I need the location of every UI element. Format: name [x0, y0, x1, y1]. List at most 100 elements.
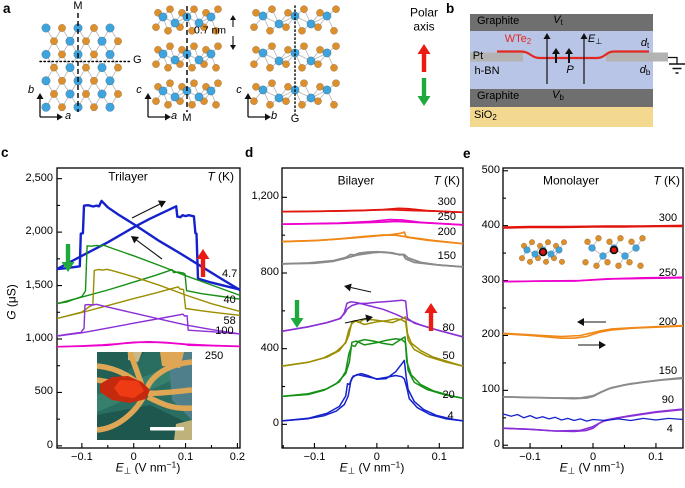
curve-e-300K [502, 224, 684, 229]
wte2-label: WTe2 [504, 32, 532, 46]
curve-d-200K [281, 234, 464, 245]
xtick-c-0: 0 [130, 451, 137, 463]
temp-label-c-4.7: 4.7 [221, 268, 238, 281]
ground-wire [668, 56, 678, 64]
curve-d-300K [281, 207, 464, 214]
polarization-up-arrow [424, 303, 438, 331]
polar-axis-label-line1: Polar [409, 5, 439, 20]
temp-label-e-4: 4 [666, 423, 673, 436]
temp-label-d-4: 4 [447, 410, 454, 423]
polar-axis-label-line2: axis [413, 19, 435, 34]
curve-d-20K [281, 336, 464, 399]
scale-bar [150, 427, 184, 431]
curve-d-4K [281, 374, 464, 422]
plot-c-inset-micrograph [97, 352, 192, 440]
layer-spacing-label: 0.7 nm [193, 24, 227, 37]
curve-c-100K [56, 303, 241, 337]
temp-label-d-200: 200 [437, 226, 456, 239]
xtick-c-0.2: 0.2 [229, 451, 246, 463]
ytick-d-1200: 1,200 [251, 190, 279, 203]
plot-d-legend-title: T (K) [433, 173, 460, 188]
temp-label-c-40: 40 [223, 294, 236, 307]
polarization-up-arrow [417, 44, 431, 72]
ytick-d-0: 0 [272, 417, 279, 430]
panel-letter-a: a [3, 1, 11, 16]
plot-e-xaxis-label: E⊥ (V nm−1) [559, 459, 625, 476]
temp-label-e-300: 300 [658, 212, 678, 225]
ytick-e-200: 200 [481, 328, 500, 341]
pt-electrode-left [470, 52, 523, 62]
polarization-down-arrow [290, 300, 304, 328]
axis-c-label-2: c [136, 84, 142, 97]
layer-graphite-bottom [470, 89, 653, 107]
xtick-e-0: 0 [589, 451, 597, 463]
panel-a-crystal-structures [36, 5, 431, 121]
panel-letter-e: e [463, 146, 471, 161]
temp-label-e-250: 250 [658, 267, 678, 280]
xtick-d-0: 0 [373, 451, 380, 463]
ytick-c-1500: 1,500 [25, 278, 53, 291]
curve-d-4K [281, 359, 464, 422]
curve-d-150K [281, 251, 464, 268]
mirror-plane-label-2: M [182, 112, 192, 125]
ytick-e-100: 100 [481, 383, 500, 396]
pt-electrode-right [606, 52, 668, 62]
polarization-down-arrow [61, 244, 75, 272]
ytick-e-300: 300 [481, 273, 500, 286]
xtick-d-0.1: 0.1 [431, 451, 447, 463]
ytick-e-0: 0 [493, 438, 500, 451]
plot-frame-c [56, 167, 241, 449]
plot-d-title: Bilayer [337, 173, 375, 188]
polarization-up-arrow [196, 249, 210, 277]
ytick-c-1000: 1,000 [25, 332, 53, 345]
efield-label: E⊥ [587, 32, 603, 46]
polarization-label: P [566, 64, 574, 77]
curve-e-250K [502, 276, 684, 283]
temp-label-e-150: 150 [658, 364, 678, 377]
hbn-label: h-BN [474, 65, 500, 78]
panel-letter-c: c [1, 145, 9, 160]
panel-letter-d: d [245, 145, 254, 160]
ytick-d-800: 800 [260, 266, 279, 279]
plot-c-legend-title: T (K) [207, 169, 234, 184]
polarization-down-arrow [417, 78, 431, 106]
pt-electrode-label: Pt [472, 50, 484, 63]
curve-d-80K [281, 301, 464, 338]
temp-label-d-150: 150 [437, 249, 456, 262]
curve-e-90K [502, 408, 684, 432]
axis-b-label-3: b [270, 110, 278, 123]
plot-c [56, 167, 241, 449]
panel-b-device-schematic [470, 14, 685, 127]
layer-graphite-top [470, 14, 653, 31]
plot-frame-e [502, 167, 684, 449]
curve-c-40K [56, 269, 241, 305]
glide-plane-label: G [133, 54, 142, 67]
curve-d-20K [281, 338, 464, 399]
curve-e-4K [502, 413, 684, 422]
xtick-c-0.1: 0.1 [177, 451, 194, 463]
curve-c-4.7K [56, 199, 241, 292]
temp-label-c-100: 100 [215, 325, 234, 338]
xtick-d--0.1: −0.1 [303, 451, 326, 463]
plot-e-legend-title: T (K) [653, 173, 680, 188]
temp-label-c-58: 58 [223, 315, 236, 328]
curve-d-200K [281, 231, 464, 245]
plot-c-title: Trilayer [108, 169, 148, 184]
layer-sio2 [470, 107, 653, 127]
axis-a-label: a [64, 110, 72, 123]
curve-c-250K [56, 341, 241, 348]
curve-e-200K [502, 324, 684, 338]
plot-frame-d [281, 167, 464, 449]
ytick-c-2500: 2,500 [25, 171, 53, 184]
ytick-e-400: 400 [481, 218, 500, 231]
axis-c-label-3: c [236, 84, 242, 97]
curve-c-40K [56, 244, 241, 305]
glide-plane-label-3: G [290, 113, 300, 126]
xtick-e-0.1: 0.1 [648, 451, 664, 463]
xtick-e--0.1: −0.1 [519, 451, 541, 463]
curve-d-50K [281, 318, 464, 367]
curve-d-80K [281, 299, 464, 338]
layer-graphite-top-label: Graphite [477, 15, 520, 28]
axis-a-label-2: a [170, 110, 178, 123]
